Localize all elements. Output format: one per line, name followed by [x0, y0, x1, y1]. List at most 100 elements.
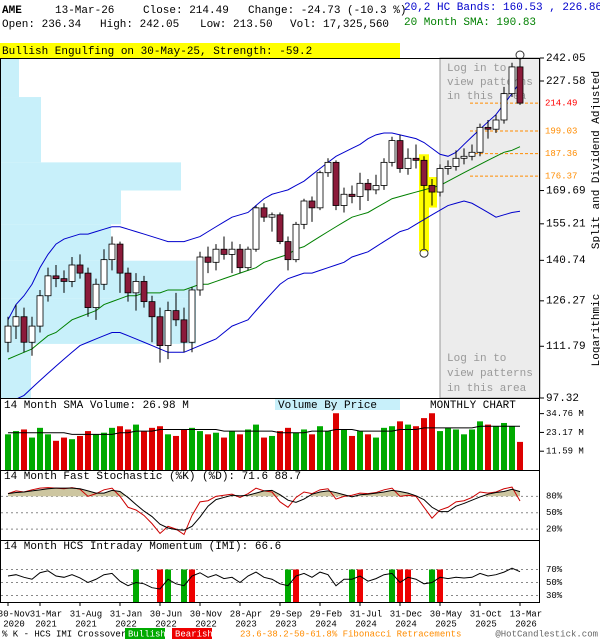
chart-label: MONTHLY CHART	[430, 400, 516, 412]
x-tick-label: 2026	[515, 619, 537, 629]
imi-signal-bar	[429, 569, 435, 602]
volume-bar	[509, 426, 515, 470]
candle-body	[396, 140, 404, 169]
candle-body	[140, 281, 148, 303]
x-tick-label: 2024	[355, 619, 377, 629]
candle-body	[340, 193, 348, 206]
stoch-line	[7, 487, 521, 531]
volume-bar	[485, 424, 491, 470]
bands-info: 20,2 HC Bands: 160.53 , 226.86	[404, 2, 600, 14]
candle-body	[500, 93, 508, 121]
volume-bar	[381, 427, 387, 470]
imi-signal-bar	[293, 569, 299, 602]
volume-bar	[357, 431, 363, 470]
candle-body	[372, 185, 380, 191]
imi-signal-bar	[165, 569, 171, 602]
candle-body	[236, 248, 244, 269]
volume-bar	[21, 429, 27, 470]
pattern-marker	[419, 248, 429, 258]
x-tick-label: 29-Sep	[270, 609, 302, 619]
volume-bar	[189, 427, 195, 470]
y-axis-label: Split and Dividend Adjusted	[591, 71, 600, 249]
candle-body	[172, 310, 180, 321]
imi-signal-bar	[189, 569, 195, 602]
candle-body	[516, 66, 524, 104]
imi-frame	[0, 540, 540, 603]
x-tick-label: 30-Jun	[150, 609, 182, 619]
candle-body	[460, 155, 468, 159]
volume-by-price-bar	[1, 224, 111, 261]
volume-bar	[213, 432, 219, 470]
volume-bar	[37, 427, 43, 470]
x-tick-label: 2021	[35, 619, 57, 629]
watermark: view patterns	[447, 368, 533, 380]
volume-bar	[453, 429, 459, 470]
x-tick-label: 31-Jul	[350, 609, 382, 619]
candle-body	[116, 243, 124, 274]
y-tick-label: 227.58	[546, 76, 586, 88]
volume-bar	[317, 426, 323, 470]
volume-bar	[517, 441, 523, 470]
y-tick-label: 30%	[546, 591, 563, 601]
candle-body	[316, 172, 324, 209]
candle-body	[36, 295, 44, 327]
volume-bar	[229, 431, 235, 470]
volume-bar	[45, 434, 51, 470]
volume-bar	[429, 413, 435, 470]
fib-label: 176.37	[545, 172, 577, 182]
candle-body	[308, 200, 316, 209]
notice: Bullish Engulfing on 30-May-25, Strength…	[2, 46, 312, 58]
volume-bar	[69, 439, 75, 470]
band-upper	[7, 81, 521, 321]
volume-bar	[421, 418, 427, 470]
y-tick-label: 242.05	[546, 53, 586, 65]
y-tick-label: 11.59 M	[546, 447, 584, 457]
x-tick-label: 2023	[275, 619, 297, 629]
candle-body	[60, 278, 68, 282]
volume-sma-line	[8, 425, 521, 435]
volume-bar	[461, 434, 467, 470]
candle-body	[180, 319, 188, 343]
watermark: Log in to	[447, 353, 506, 365]
volume-bar	[373, 437, 379, 470]
volume-bar	[477, 421, 483, 470]
volume-bar	[221, 437, 227, 470]
x-tick-label: 2024	[315, 619, 337, 629]
volume-bar	[245, 429, 251, 470]
x-tick-label: 28-Apr	[230, 609, 262, 619]
volume-bar	[445, 427, 451, 470]
change: Change: -24.73 (-10.3 %)	[248, 5, 406, 17]
candle-body	[268, 214, 276, 218]
x-tick-label: 2021	[75, 619, 97, 629]
volume-bar	[173, 435, 179, 470]
volume-bar	[93, 434, 99, 470]
volume-bar	[5, 434, 11, 470]
x-tick-label: 29-Feb	[310, 609, 342, 619]
candle-body	[292, 223, 300, 261]
volume-bar	[109, 427, 115, 470]
watermark: in this area	[447, 383, 527, 395]
candle-body	[156, 316, 164, 346]
candle-body	[468, 151, 476, 157]
candle-body	[452, 157, 460, 167]
y-tick-label: 126.27	[546, 296, 586, 308]
candle-body	[220, 248, 228, 255]
imi-signal-bar	[389, 569, 395, 602]
candle-body	[68, 264, 76, 282]
pattern-area	[439, 57, 541, 399]
close: Close: 214.49	[143, 5, 229, 17]
fib-label: 199.03	[545, 126, 577, 136]
imi-signal-bar	[397, 569, 403, 602]
volume-bar	[101, 432, 107, 470]
candle-body	[252, 207, 260, 250]
candle-body	[492, 119, 500, 130]
x-tick-label: 31-Mar	[30, 609, 62, 619]
stoch-title: 14 Month Fast Stochastic (%K) (%D): 71.6…	[4, 471, 301, 483]
y-tick-label: 111.79	[546, 341, 586, 353]
candle-body	[332, 161, 340, 206]
candle-body	[388, 140, 396, 163]
volume-bar	[181, 429, 187, 470]
volume-bar	[293, 432, 299, 470]
